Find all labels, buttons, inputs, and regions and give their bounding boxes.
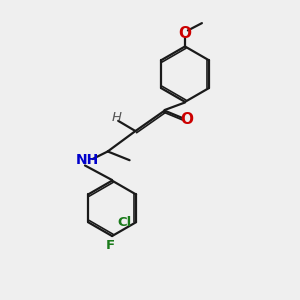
Text: H: H [112, 111, 122, 124]
Text: F: F [106, 239, 115, 252]
Text: O: O [178, 26, 191, 41]
Text: NH: NH [76, 153, 99, 167]
Text: O: O [180, 112, 193, 127]
Text: Cl: Cl [118, 216, 132, 229]
